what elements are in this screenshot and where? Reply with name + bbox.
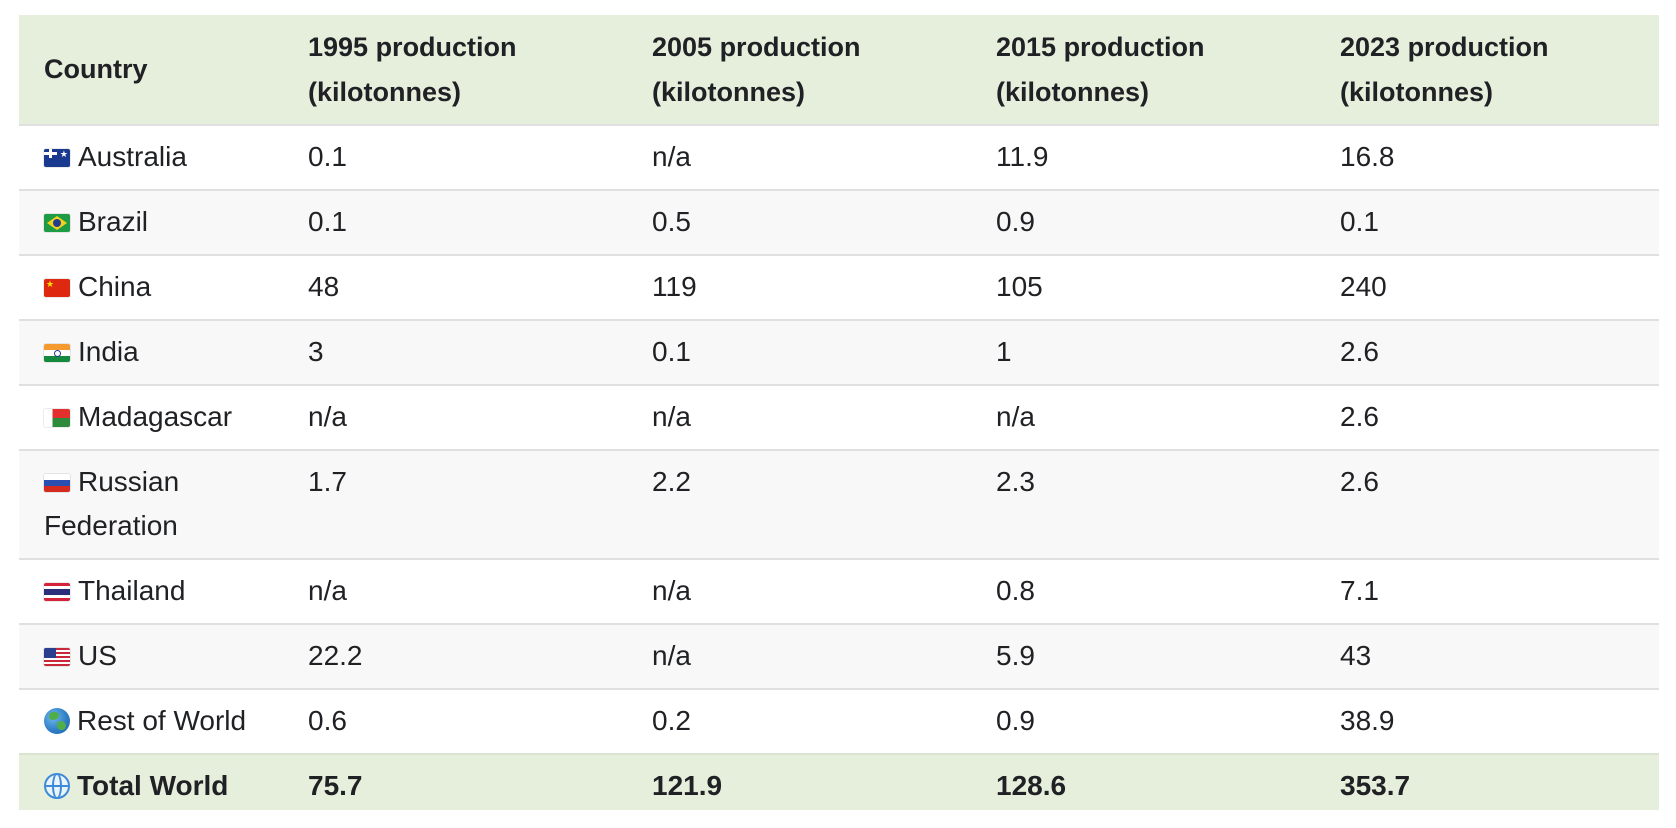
value-cell: 0.1	[308, 206, 347, 237]
russia-flag-icon	[44, 474, 70, 492]
header-country: Country	[44, 54, 148, 84]
value-cell: 119	[652, 271, 697, 302]
value-cell: n/a	[308, 575, 347, 606]
country-cell: Australia	[19, 125, 283, 190]
table-row: Rest of World 0.6 0.2 0.9 38.9	[19, 689, 1659, 754]
value-cell: 0.1	[1340, 206, 1379, 237]
value-cell: 1	[996, 336, 1012, 367]
country-cell: Total World	[19, 754, 283, 810]
value-cell: 0.1	[652, 336, 691, 367]
country-cell: US	[19, 624, 283, 689]
value-cell: 16.8	[1340, 141, 1395, 172]
value-cell: n/a	[652, 640, 691, 671]
value-cell: 2.6	[1340, 336, 1379, 367]
total-value-cell: 75.7	[308, 770, 363, 801]
country-cell: Russian Federation	[19, 450, 283, 559]
country-name: Brazil	[78, 206, 149, 237]
value-cell: 48	[308, 271, 340, 302]
value-cell: 2.6	[1340, 466, 1379, 497]
total-row: Total World 75.7 121.9 128.6 353.7	[19, 754, 1659, 810]
value-cell: 43	[1340, 640, 1372, 671]
country-name: India	[78, 336, 139, 367]
thailand-flag-icon	[44, 583, 70, 601]
earth-globe-icon	[44, 708, 70, 734]
value-cell: 0.6	[308, 705, 347, 736]
value-cell: 0.1	[308, 141, 347, 172]
country-name: Rest of World	[77, 705, 247, 736]
value-cell: 0.9	[996, 206, 1035, 237]
brazil-flag-icon	[44, 214, 70, 232]
country-name: Russian Federation	[44, 466, 180, 541]
country-cell: Thailand	[19, 559, 283, 624]
country-name: Thailand	[78, 575, 186, 606]
country-name: US	[78, 640, 117, 671]
value-cell: 5.9	[996, 640, 1035, 671]
table-row: Brazil 0.1 0.5 0.9 0.1	[19, 190, 1659, 255]
value-cell: 2.6	[1340, 401, 1379, 432]
value-cell: 240	[1340, 271, 1387, 302]
india-flag-icon	[44, 344, 70, 362]
value-cell: 0.5	[652, 206, 691, 237]
value-cell: 0.8	[996, 575, 1035, 606]
value-cell: 7.1	[1340, 575, 1379, 606]
value-cell: 105	[996, 271, 1043, 302]
china-flag-icon	[44, 279, 70, 297]
table-row: Russian Federation 1.7 2.2 2.3 2.6	[19, 450, 1659, 559]
value-cell: n/a	[652, 575, 691, 606]
table-row: Thailand n/a n/a 0.8 7.1	[19, 559, 1659, 624]
table-row: China 48 119 105 240	[19, 255, 1659, 320]
value-cell: 11.9	[996, 141, 1049, 172]
country-name: Madagascar	[78, 401, 233, 432]
value-cell: 38.9	[1340, 705, 1395, 736]
value-cell: n/a	[652, 141, 691, 172]
table-header-row: Country 1995 production (kilotonnes) 200…	[19, 15, 1659, 125]
production-table-container: Country 1995 production (kilotonnes) 200…	[19, 15, 1659, 810]
table-row: Australia 0.1 n/a 11.9 16.8	[19, 125, 1659, 190]
table-row: US 22.2 n/a 5.9 43	[19, 624, 1659, 689]
us-flag-icon	[44, 648, 70, 666]
country-name: China	[78, 271, 152, 302]
value-cell: 22.2	[308, 640, 363, 671]
country-cell: Rest of World	[19, 689, 283, 754]
value-cell: 2.2	[652, 466, 691, 497]
header-2023: 2023 production (kilotonnes)	[1340, 31, 1549, 107]
production-table: Country 1995 production (kilotonnes) 200…	[19, 15, 1659, 810]
value-cell: n/a	[996, 401, 1035, 432]
table-row: India 3 0.1 1 2.6	[19, 320, 1659, 385]
value-cell: n/a	[308, 401, 347, 432]
country-cell: Brazil	[19, 190, 283, 255]
header-1995: 1995 production (kilotonnes)	[308, 31, 517, 107]
value-cell: n/a	[652, 401, 691, 432]
total-value-cell: 353.7	[1340, 770, 1411, 801]
value-cell: 3	[308, 336, 324, 367]
country-cell: India	[19, 320, 283, 385]
header-2005: 2005 production (kilotonnes)	[652, 31, 861, 107]
value-cell: 0.2	[652, 705, 691, 736]
total-value-cell: 128.6	[996, 770, 1067, 801]
country-cell: Madagascar	[19, 385, 283, 450]
madagascar-flag-icon	[44, 409, 70, 427]
table-row: Madagascar n/a n/a n/a 2.6	[19, 385, 1659, 450]
wire-globe-icon	[44, 773, 70, 799]
country-name: Australia	[78, 141, 187, 172]
australia-flag-icon	[44, 149, 70, 167]
value-cell: 0.9	[996, 705, 1035, 736]
header-2015: 2015 production (kilotonnes)	[996, 31, 1205, 107]
country-cell: China	[19, 255, 283, 320]
total-value-cell: 121.9	[652, 770, 723, 801]
value-cell: 2.3	[996, 466, 1035, 497]
value-cell: 1.7	[308, 466, 347, 497]
country-name: Total World	[77, 770, 229, 801]
